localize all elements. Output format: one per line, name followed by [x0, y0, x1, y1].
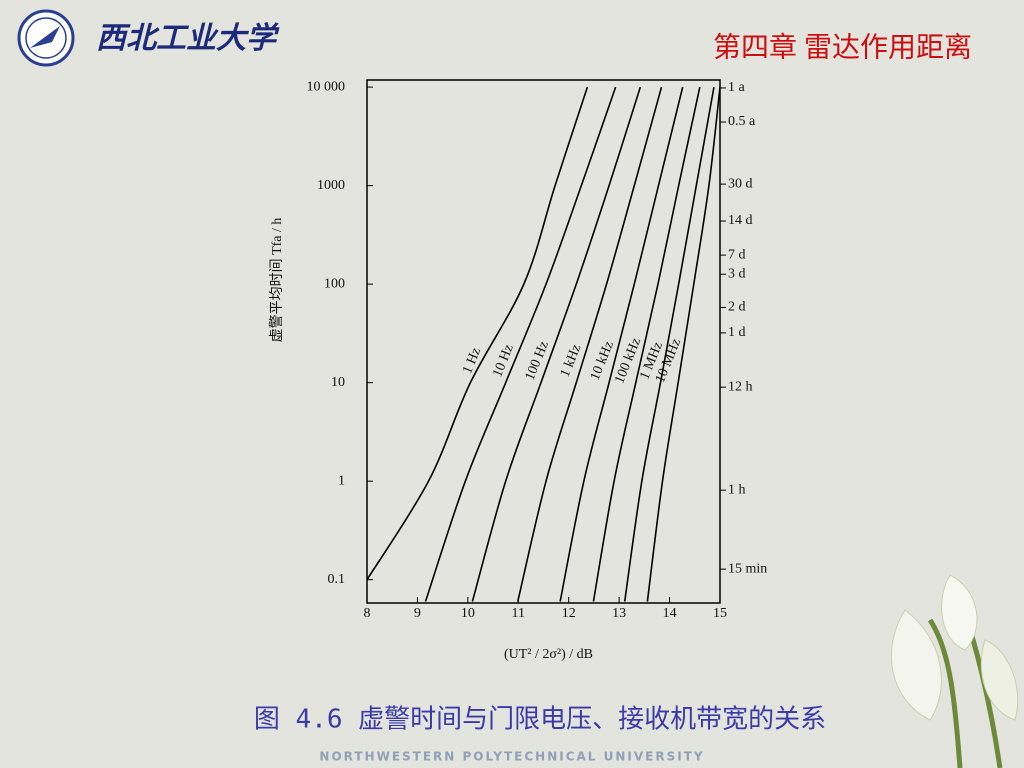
curve — [623, 86, 715, 602]
figure-caption: 图 4.6 虚警时间与门限电压、接收机带宽的关系 — [254, 705, 826, 735]
plot-frame — [366, 79, 721, 604]
y-tick-label: 1000 — [317, 178, 345, 193]
y2-tick-label: 1 d — [728, 325, 746, 340]
y-axis-label: 虚警平均时间 Tfa / h — [269, 218, 285, 343]
x-tick-label: 12 — [562, 606, 576, 621]
y2-tick-label: 7 d — [728, 247, 746, 262]
y2-tick-label: 30 d — [728, 176, 753, 191]
y2-tick-label: 0.5 a — [728, 114, 756, 129]
curve — [366, 86, 589, 581]
x-tick-label: 8 — [364, 606, 371, 621]
x-tick-label: 9 — [414, 606, 421, 621]
curve — [592, 86, 701, 602]
y2-tick-label: 14 d — [728, 213, 753, 228]
x-tick-label: 13 — [612, 606, 626, 621]
y2-tick-label: 1 h — [728, 482, 746, 497]
y-tick-label: 100 — [324, 276, 345, 291]
x-axis-label: (UT² / 2σ²) / dB — [504, 647, 593, 662]
y2-tick-label: 12 h — [728, 379, 753, 394]
logo — [17, 9, 75, 67]
curve — [646, 86, 721, 602]
curve — [424, 86, 617, 602]
y-tick-label: 10 — [331, 375, 345, 390]
x-tick-label: 14 — [663, 606, 677, 621]
y-tick-label: 1 — [338, 473, 345, 488]
y-tick-label: 0.1 — [328, 572, 346, 587]
y2-tick-label: 3 d — [728, 266, 746, 281]
footer: NORTHWESTERN POLYTECHNICAL UNIVERSITY — [319, 750, 704, 764]
lily-decoration — [890, 574, 1019, 768]
curve — [471, 86, 642, 602]
y-tick-label: 10 000 — [307, 79, 346, 94]
y2-tick-label: 2 d — [728, 300, 746, 315]
chapter-title: 第四章 雷达作用距离 — [713, 31, 972, 63]
x-tick-label: 11 — [512, 606, 525, 621]
curve — [559, 86, 684, 602]
x-tick-label: 15 — [713, 606, 727, 621]
curve — [517, 86, 663, 602]
x-tick-label: 10 — [461, 606, 475, 621]
y2-tick-label: 1 a — [728, 80, 746, 95]
y2-tick-label: 15 min — [728, 561, 767, 576]
chart: 0.1 1 10 100 1000 10 000 1 a 0.5 a 30 d 14 d 7 d 3 … — [269, 79, 767, 662]
school-name: 西北工业大学 — [96, 21, 280, 56]
